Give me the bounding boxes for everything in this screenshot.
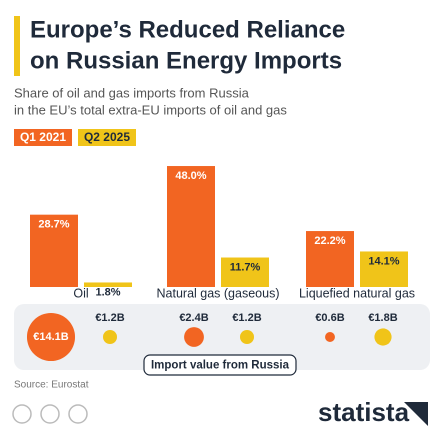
bubble-label: €14.1B xyxy=(33,331,69,343)
bubble xyxy=(26,312,76,362)
title-line: on Russian Energy Imports xyxy=(30,47,342,74)
bubble-label: €0.6B xyxy=(315,312,344,324)
bar xyxy=(167,166,215,287)
bubble-caption: Import value from Russia xyxy=(151,360,290,372)
bubble-label: €1.2B xyxy=(95,312,124,324)
legend-swatch xyxy=(78,129,136,146)
legend-label: Q1 2021 xyxy=(20,130,66,144)
legend-swatch xyxy=(14,129,72,146)
bubble-label: €2.4B xyxy=(179,312,208,324)
value-label: 14.1% xyxy=(368,255,399,267)
subtitle-line: Share of oil and gas imports from Russia xyxy=(14,85,250,100)
bubble xyxy=(184,327,204,347)
category-label: Natural gas (gaseous) xyxy=(157,286,280,300)
accent-bar xyxy=(14,16,20,76)
bubble-panel xyxy=(14,304,430,370)
legend-label: Q2 2025 xyxy=(84,130,130,144)
value-label: 1.8% xyxy=(95,286,120,298)
category-label: Liquefied natural gas xyxy=(299,286,415,300)
bar xyxy=(84,282,132,287)
brand: statista xyxy=(318,397,410,427)
bar xyxy=(221,257,269,287)
bar xyxy=(306,231,354,287)
subtitle-line: in the EU’s total extra-EU imports of oi… xyxy=(14,102,287,117)
brand-logo xyxy=(404,402,428,426)
value-label: 48.0% xyxy=(175,170,206,182)
bubble-label: €1.8B xyxy=(368,312,397,324)
bubble-label: €1.2B xyxy=(232,312,261,324)
source: Source: Eurostat xyxy=(14,380,89,391)
title-line: Europe’s Reduced Reliance xyxy=(30,16,345,43)
bubble-caption-box xyxy=(143,354,297,376)
value-label: 22.2% xyxy=(314,235,345,247)
license-icons xyxy=(12,404,88,424)
bubble xyxy=(239,329,255,345)
bar xyxy=(30,214,78,287)
value-label: 28.7% xyxy=(38,219,69,231)
bar xyxy=(360,251,408,287)
bubble xyxy=(325,332,335,342)
bubble xyxy=(374,328,392,346)
category-label: Oil xyxy=(73,286,88,300)
bubble xyxy=(102,329,118,345)
value-label: 11.7% xyxy=(230,261,261,273)
